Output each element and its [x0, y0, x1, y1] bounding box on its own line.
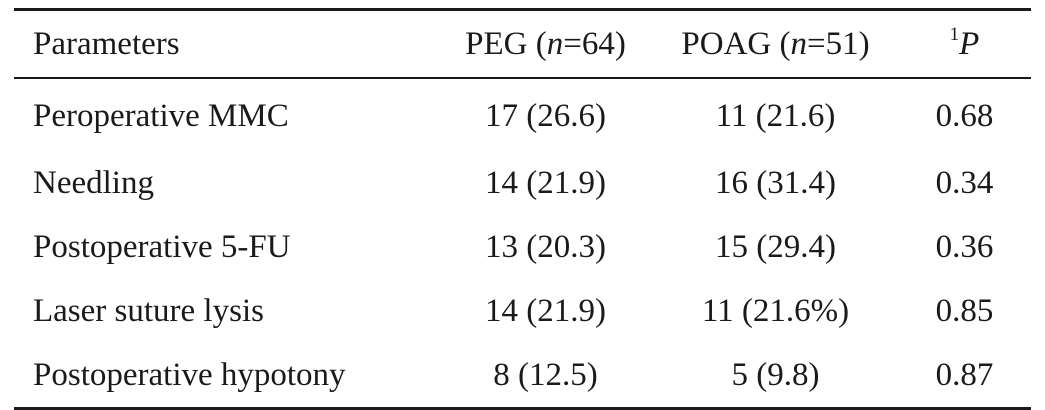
header-poag-label: POAG ( — [681, 25, 791, 62]
header-poag-n-symbol: n — [790, 25, 807, 62]
header-poag: POAG (n=51) — [653, 10, 898, 79]
header-p-footnote-marker: 1 — [949, 23, 960, 45]
cell-p-value: 0.87 — [935, 356, 994, 393]
cell-peg: 14 (21.9) — [485, 164, 606, 201]
header-p-symbol: P — [959, 25, 980, 62]
cell-poag: 11 (21.6%) — [701, 292, 850, 329]
header-peg-n-symbol: n — [546, 25, 564, 62]
header-peg-label: PEG ( — [465, 25, 547, 62]
table-body: Peroperative MMC 17 (26.6) 11 (21.6) 0.6… — [14, 78, 1031, 409]
cell-peg: 17 (26.6) — [485, 97, 606, 134]
table-row: Peroperative MMC 17 (26.6) 11 (21.6) 0.6… — [14, 78, 1031, 151]
table-header: Parameters PEG (n=64) POAG (n=51) 1P — [14, 9, 1031, 79]
table-row: Postoperative hypotony 8 (12.5) 5 (9.8) … — [14, 343, 1031, 409]
cell-p-value: 0.85 — [935, 292, 994, 329]
header-peg: PEG (n=64) — [438, 10, 653, 79]
cell-parameter: Laser suture lysis — [33, 292, 264, 329]
header-peg-n-value: =64) — [563, 25, 626, 62]
table-row: Postoperative 5-FU 13 (20.3) 15 (29.4) 0… — [14, 215, 1031, 279]
header-p-value: 1P — [898, 10, 1031, 79]
cell-peg: 14 (21.9) — [485, 292, 606, 329]
cell-poag: 16 (31.4) — [715, 164, 836, 201]
cell-parameter: Peroperative MMC — [33, 97, 289, 134]
cell-p-value: 0.36 — [935, 228, 994, 265]
cell-poag: 11 (21.6) — [715, 97, 836, 134]
cell-parameter: Needling — [33, 164, 154, 201]
cell-peg: 13 (20.3) — [485, 228, 606, 265]
cell-peg: 8 (12.5) — [493, 356, 598, 393]
cell-poag: 5 (9.8) — [731, 356, 820, 393]
table-row: Laser suture lysis 14 (21.9) 11 (21.6%) … — [14, 279, 1031, 343]
table-row: Needling 14 (21.9) 16 (31.4) 0.34 — [14, 151, 1031, 215]
cell-p-value: 0.34 — [935, 164, 994, 201]
header-row: Parameters PEG (n=64) POAG (n=51) 1P — [14, 9, 1031, 79]
cell-parameter: Postoperative 5-FU — [33, 228, 291, 265]
results-table: Parameters PEG (n=64) POAG (n=51) 1P Per… — [14, 8, 1031, 410]
header-poag-n-value: =51) — [806, 25, 870, 62]
header-parameters: Parameters — [33, 25, 180, 62]
cell-poag: 15 (29.4) — [715, 228, 836, 265]
cell-p-value: 0.68 — [935, 97, 994, 134]
cell-parameter: Postoperative hypotony — [33, 356, 346, 393]
